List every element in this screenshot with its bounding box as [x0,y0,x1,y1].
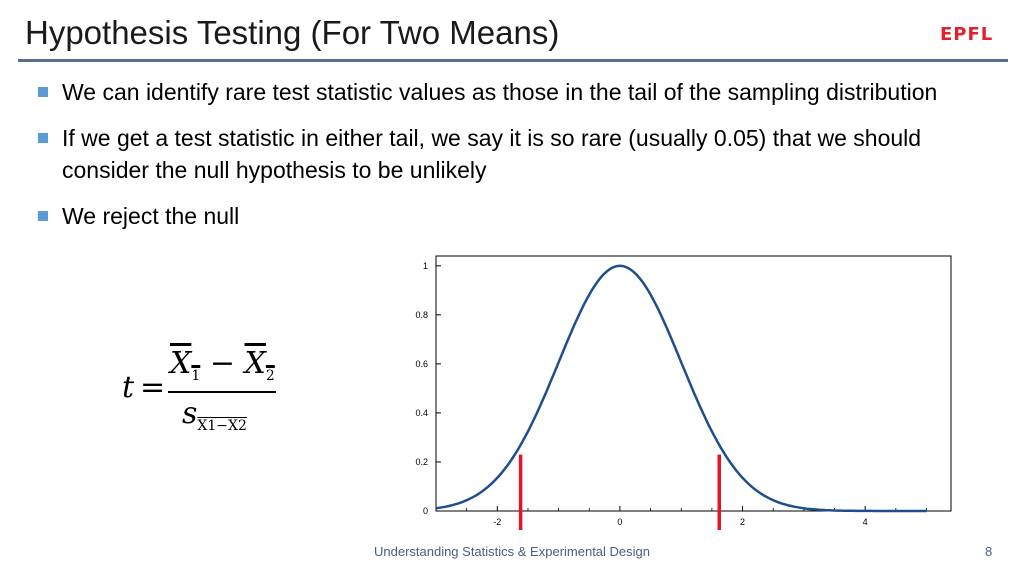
y-tick-label: 1 [423,261,428,271]
plot-frame [435,255,952,512]
bullet-text: If we get a test statistic in either tai… [62,125,922,183]
y-tick-label: 0.8 [415,310,428,320]
title-divider [18,59,1008,62]
y-tick-label: 0.4 [415,408,428,418]
bullet-square-icon [38,87,48,97]
numerator-b-sub: 2 [265,368,275,384]
formula-lhs: t [122,370,135,405]
x-tick-label: 4 [863,517,868,527]
sampling-distribution-chart: 0 0.2 0.4 0.6 0.8 1 -2 0 2 4 [415,255,952,530]
bullet-text: We reject the null [62,203,240,229]
x-tick-label: 2 [740,517,745,527]
density-curve [435,264,927,513]
bullet-square-icon [38,133,48,143]
epfl-logo: EPFL [940,24,994,45]
denominator-sub: X1−X2 [197,418,247,434]
slide-footer: Understanding Statistics & Experimental … [373,544,651,559]
formula-numerator: X1 − X2 [170,346,275,384]
bullet-square-icon [38,211,48,221]
formula-denominator: sX1−X2 [182,396,247,434]
fraction-bar [168,391,276,393]
y-tick-label: 0 [423,506,428,516]
numerator-b: X [244,346,266,381]
numerator-a-sub: 1 [191,368,201,384]
bullet-list: We can identify rare test statistic valu… [38,76,978,246]
numerator-minus: − [209,346,235,381]
bullet-item: We can identify rare test statistic valu… [38,76,978,108]
formula-equals: = [140,370,166,405]
numerator-a: X [170,346,192,381]
page-number: 8 [985,544,993,559]
y-tick-label: 0.6 [415,359,428,369]
t-statistic-formula: t = X1 − X2 sX1−X2 [118,340,318,450]
x-tick-label: 0 [617,517,622,527]
slide-title: Hypothesis Testing (For Two Means) [25,14,560,51]
y-tick-label: 0.2 [415,457,428,467]
x-tick-label: -2 [493,517,501,527]
denominator-s: s [182,396,198,431]
bullet-text: We can identify rare test statistic valu… [62,79,938,105]
bullet-item: If we get a test statistic in either tai… [38,122,978,186]
bullet-item: We reject the null [38,200,978,232]
